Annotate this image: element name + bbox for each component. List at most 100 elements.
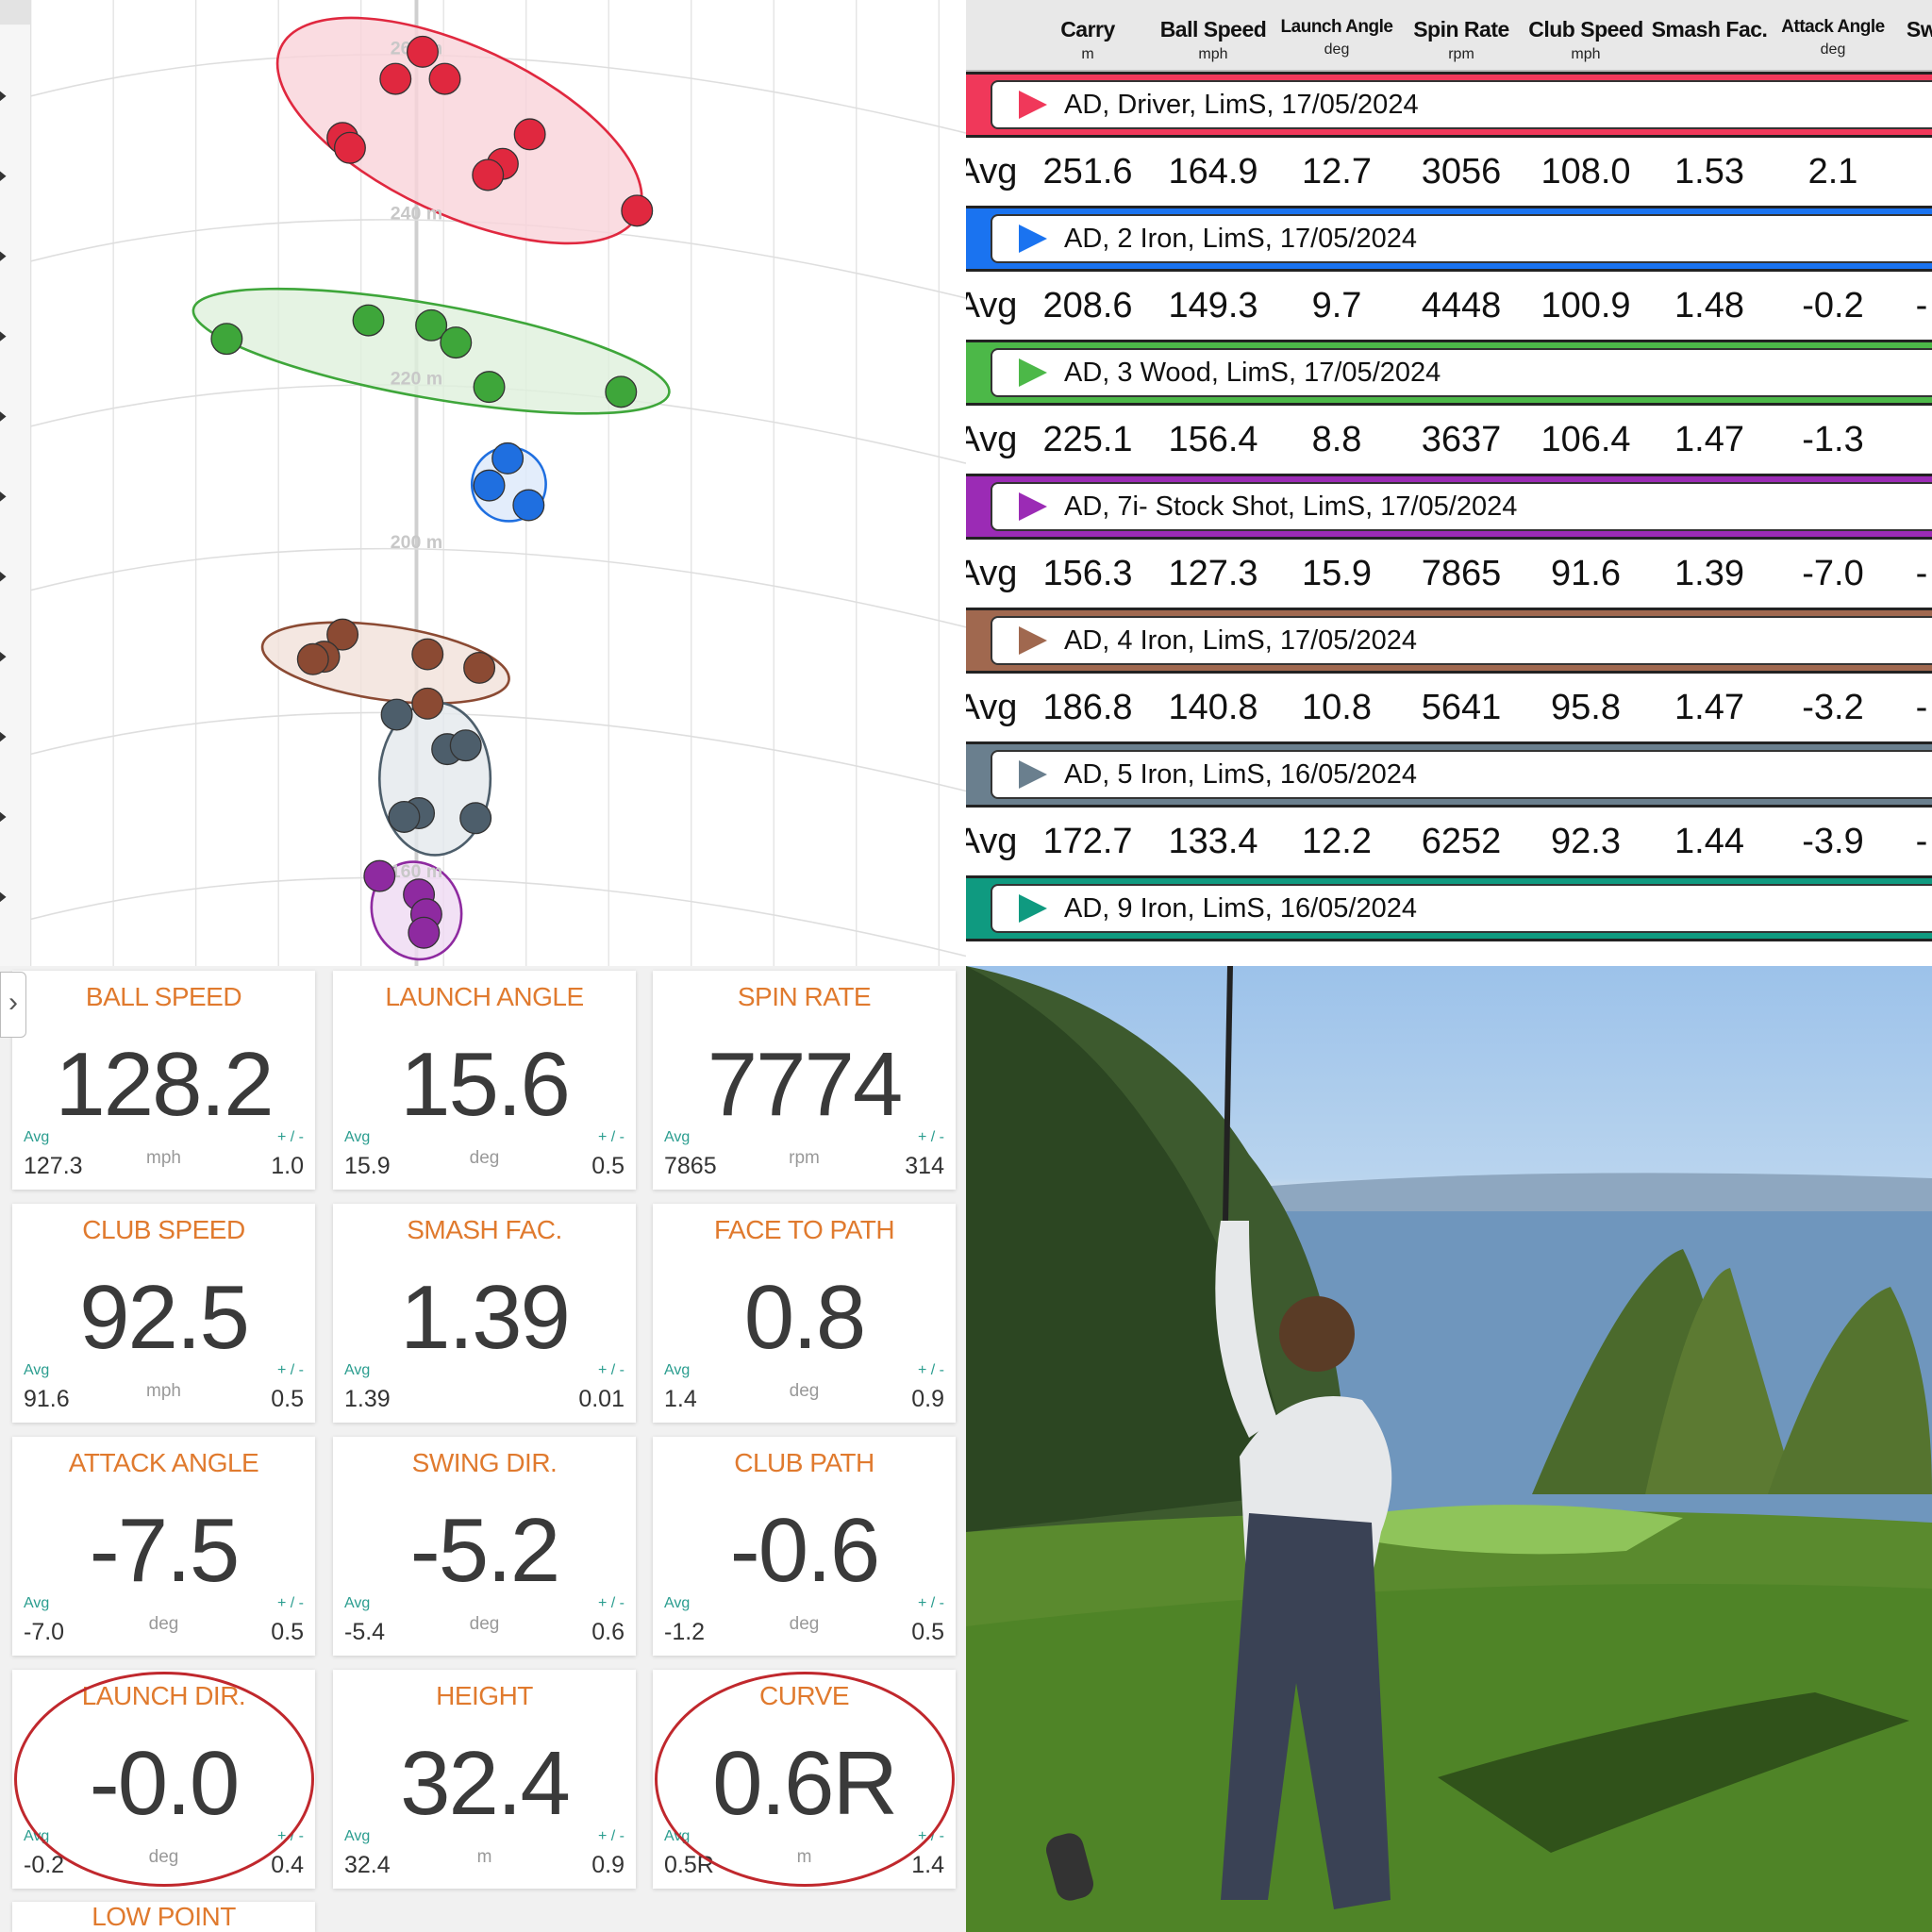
metric-tile-swing-dir[interactable]: SWING DIR. -5.2 Avg + / - deg -5.4 0.6 xyxy=(333,1437,636,1656)
shot-dot[interactable] xyxy=(379,62,412,95)
plus-minus-label: + / - xyxy=(597,1595,625,1611)
metric-unit: deg xyxy=(789,1614,820,1634)
shot-dot[interactable] xyxy=(621,194,654,227)
shot-dot[interactable] xyxy=(491,441,525,475)
shot-dot[interactable] xyxy=(363,859,396,892)
metric-tile-curve[interactable]: CURVE 0.6R Avg + / - m 0.5R 1.4 xyxy=(653,1670,956,1889)
shot-dot[interactable] xyxy=(473,469,506,502)
metric-tile-face-to-path[interactable]: FACE TO PATH 0.8 Avg + / - deg 1.4 0.9 xyxy=(653,1204,956,1423)
avg-label: Avg xyxy=(664,1595,691,1611)
shot-dot[interactable] xyxy=(459,802,492,835)
shot-dot[interactable] xyxy=(473,371,506,404)
tick-marker xyxy=(0,891,7,903)
shot-dot[interactable] xyxy=(333,131,366,164)
shot-dot[interactable] xyxy=(210,323,243,356)
avg-value: 7865 xyxy=(664,1153,717,1179)
column-header[interactable]: Ball Speed mph xyxy=(1160,17,1267,63)
group-header-row[interactable]: AD, 7i- Stock Shot, LimS, 17/05/2024 xyxy=(966,474,1932,540)
shot-dot[interactable] xyxy=(411,687,444,720)
shot-dot[interactable] xyxy=(411,638,444,671)
group-header-row[interactable]: AD, 9 Iron, LimS, 16/05/2024 xyxy=(966,875,1932,941)
metric-title: LAUNCH DIR. xyxy=(81,1681,246,1710)
expand-triangle-icon[interactable] xyxy=(1019,358,1047,387)
column-name: Carry xyxy=(1060,17,1115,42)
avg-cell: 251.6 xyxy=(1042,152,1133,192)
column-header[interactable]: Launch Angle deg xyxy=(1281,17,1393,58)
group-header-row[interactable]: AD, 2 Iron, LimS, 17/05/2024 xyxy=(966,206,1932,272)
avg-cell: -3.2 xyxy=(1802,688,1864,727)
metric-tile-low-point[interactable]: LOW POINT xyxy=(12,1902,315,1932)
avg-value: -1.2 xyxy=(664,1619,706,1645)
column-name: Ball Speed xyxy=(1159,17,1267,42)
avg-cell: 127.3 xyxy=(1168,554,1258,593)
shot-dot[interactable] xyxy=(463,651,496,684)
expand-triangle-icon[interactable] xyxy=(1019,225,1047,253)
shot-dot[interactable] xyxy=(440,326,473,359)
column-name: Smash Fac. xyxy=(1651,17,1768,42)
metric-tile-attack-angle[interactable]: ATTACK ANGLE -7.5 Avg + / - deg -7.0 0.5 xyxy=(12,1437,315,1656)
metric-tile-spin-rate[interactable]: SPIN RATE 7774 Avg + / - rpm 7865 314 xyxy=(653,971,956,1190)
shot-dot[interactable] xyxy=(513,118,546,151)
shot-dot[interactable] xyxy=(326,618,359,651)
avg-value: 1.4 xyxy=(664,1386,697,1412)
metric-tile-launch-dir[interactable]: LAUNCH DIR. -0.0 Avg + / - deg -0.2 0.4 xyxy=(12,1670,315,1889)
metric-tile-club-speed[interactable]: CLUB SPEED 92.5 Avg + / - mph 91.6 0.5 xyxy=(12,1204,315,1423)
metric-value: 15.6 xyxy=(400,1034,571,1135)
metric-unit: deg xyxy=(469,1148,500,1168)
column-unit: deg xyxy=(1820,42,1846,58)
avg-label: Avg xyxy=(664,1362,691,1378)
shot-dot[interactable] xyxy=(415,308,448,341)
club-averages-table: Carry m Ball Speed mph Launch Angle deg Spin R… xyxy=(966,0,1932,966)
avg-cell: 3056 xyxy=(1421,152,1502,192)
column-header[interactable]: Attack Angle deg xyxy=(1781,17,1885,58)
shot-dot[interactable] xyxy=(388,800,421,833)
plus-minus-label: + / - xyxy=(597,1129,625,1145)
metric-tile-club-path[interactable]: CLUB PATH -0.6 Avg + / - deg -1.2 0.5 xyxy=(653,1437,956,1656)
shot-dot[interactable] xyxy=(296,642,329,675)
column-header[interactable]: Smash Fac. xyxy=(1652,17,1768,46)
plus-minus-value: 0.01 xyxy=(578,1386,625,1412)
group-label: AD, Driver, LimS, 17/05/2024 xyxy=(1064,89,1419,120)
column-header[interactable]: Carry m xyxy=(1060,17,1115,63)
column-header[interactable]: Sw xyxy=(1907,17,1932,46)
metric-tile-launch-angle[interactable]: LAUNCH ANGLE 15.6 Avg + / - deg 15.9 0.5 xyxy=(333,971,636,1190)
avg-cell: 164.9 xyxy=(1168,152,1258,192)
expand-panel-button[interactable]: › xyxy=(0,972,26,1038)
metric-tile-smash-fac[interactable]: SMASH FAC. 1.39 Avg + / - 1.39 0.01 xyxy=(333,1204,636,1423)
shot-dot[interactable] xyxy=(449,729,482,762)
expand-triangle-icon[interactable] xyxy=(1019,894,1047,923)
avg-cell: 10.8 xyxy=(1302,688,1372,727)
tick-marker xyxy=(0,491,7,502)
metric-tile-ball-speed[interactable]: BALL SPEED 128.2 Avg + / - mph 127.3 1.0 xyxy=(12,971,315,1190)
metric-tile-height[interactable]: HEIGHT 32.4 Avg + / - m 32.4 0.9 xyxy=(333,1670,636,1889)
expand-triangle-icon[interactable] xyxy=(1019,91,1047,119)
expand-triangle-icon[interactable] xyxy=(1019,760,1047,789)
metric-unit: mph xyxy=(146,1148,181,1168)
column-unit: mph xyxy=(1571,46,1601,62)
column-name: Launch Angle xyxy=(1280,17,1393,37)
group-header-row[interactable]: AD, 4 Iron, LimS, 17/05/2024 xyxy=(966,608,1932,674)
plus-minus-value: 314 xyxy=(905,1153,944,1179)
shot-dot[interactable] xyxy=(407,35,439,68)
expand-triangle-icon[interactable] xyxy=(1019,492,1047,521)
shot-dot[interactable] xyxy=(605,375,638,408)
group-label: AD, 3 Wood, LimS, 17/05/2024 xyxy=(1064,357,1441,388)
avg-label: Avg xyxy=(344,1828,371,1844)
shot-dot[interactable] xyxy=(352,304,385,337)
metric-unit: deg xyxy=(469,1614,500,1634)
shot-dot[interactable] xyxy=(380,698,413,731)
expand-triangle-icon[interactable] xyxy=(1019,626,1047,655)
shot-dot[interactable] xyxy=(428,62,461,95)
group-header-row[interactable]: AD, 3 Wood, LimS, 17/05/2024 xyxy=(966,340,1932,406)
group-label: AD, 4 Iron, LimS, 17/05/2024 xyxy=(1064,625,1417,656)
column-header[interactable]: Club Speed mph xyxy=(1528,17,1643,63)
shot-dot[interactable] xyxy=(408,916,441,949)
group-header-row[interactable]: AD, 5 Iron, LimS, 16/05/2024 xyxy=(966,741,1932,808)
column-header[interactable]: Spin Rate rpm xyxy=(1413,17,1509,63)
shot-dot[interactable] xyxy=(472,158,505,192)
avg-cell: - xyxy=(1915,286,1928,325)
group-header-row[interactable]: AD, Driver, LimS, 17/05/2024 xyxy=(966,72,1932,138)
golfer-swing-photo xyxy=(966,966,1932,1932)
shot-dot[interactable] xyxy=(512,489,545,522)
